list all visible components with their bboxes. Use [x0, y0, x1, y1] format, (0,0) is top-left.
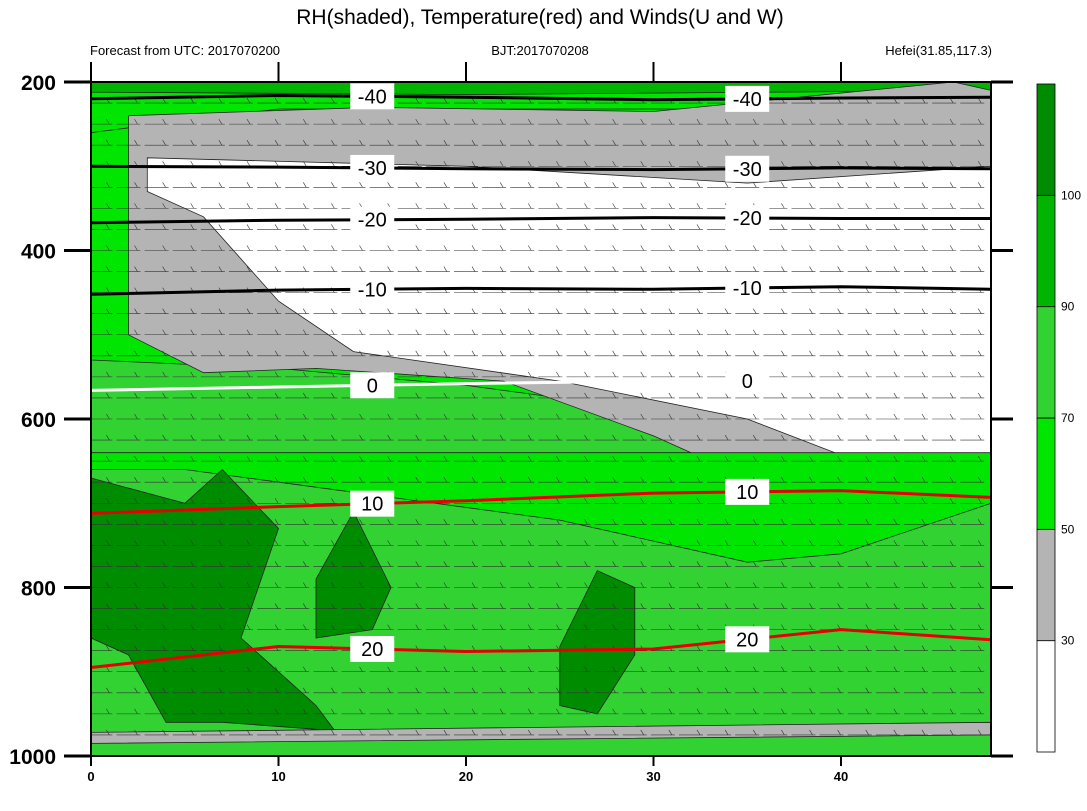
- temp-contour--40: [91, 93, 991, 102]
- temp-label: 20: [725, 626, 770, 653]
- x-tick-label: 10: [271, 769, 285, 784]
- svg-text:-20: -20: [733, 208, 762, 230]
- svg-text:20: 20: [736, 629, 758, 651]
- temp-label: -40: [725, 85, 770, 112]
- bjt-subtitle: BJT:2017070208: [491, 43, 589, 58]
- svg-text:0: 0: [742, 371, 753, 393]
- colorbar-swatch: [1036, 528, 1056, 642]
- colorbar-swatch: [1036, 306, 1056, 419]
- svg-text:20: 20: [361, 639, 383, 661]
- x-tick-label: 20: [459, 769, 473, 784]
- temp-contour--20: [91, 216, 991, 225]
- temp-label: -10: [725, 274, 770, 301]
- colorbar-swatch: [1036, 194, 1056, 308]
- y-tick-label: 1000: [9, 746, 56, 769]
- temp-contour--30: [91, 164, 991, 172]
- colorbar-swatch: [1036, 417, 1056, 530]
- rh-region-surface-moist: [91, 734, 991, 756]
- svg-text:10: 10: [736, 482, 758, 504]
- wind-barbs: [91, 97, 985, 736]
- colorbar-label: 70: [1061, 411, 1075, 425]
- x-tick-label: 40: [834, 769, 848, 784]
- colorbar-swatch: [1036, 83, 1056, 196]
- svg-text:-10: -10: [358, 279, 387, 301]
- temp-contour-20: [91, 628, 991, 669]
- svg-text:0: 0: [367, 375, 378, 397]
- svg-text:-40: -40: [358, 86, 387, 108]
- temp-label: -20: [350, 206, 395, 233]
- temp-label: 10: [350, 490, 395, 517]
- temp-label: -30: [725, 155, 770, 182]
- svg-text:-10: -10: [733, 278, 762, 300]
- temp-label: -40: [350, 83, 395, 110]
- rh-region-moist-cell-3: [559, 570, 636, 715]
- temp-label: -10: [350, 276, 395, 303]
- temp-label: -30: [350, 154, 395, 181]
- svg-text:10: 10: [361, 494, 383, 516]
- svg-text:-30: -30: [358, 158, 387, 180]
- temp-contour-0: [91, 379, 991, 392]
- svg-text:-30: -30: [733, 159, 762, 181]
- y-tick-label: 800: [21, 578, 56, 601]
- colorbar-label: 90: [1061, 300, 1075, 314]
- x-tick-label: 0: [87, 769, 94, 784]
- temp-label: 0: [350, 372, 395, 399]
- svg-text:-20: -20: [358, 210, 387, 232]
- svg-text:-40: -40: [733, 89, 762, 111]
- colorbar-swatch: [1036, 640, 1056, 753]
- colorbar-label: 30: [1061, 634, 1075, 648]
- temp-label: 20: [350, 636, 395, 663]
- chart-title: RH(shaded), Temperature(red) and Winds(U…: [296, 6, 783, 29]
- temp-label: 10: [725, 478, 770, 505]
- temp-contour--10: [91, 285, 991, 296]
- forecast-subtitle: Forecast from UTC: 2017070200: [90, 43, 280, 58]
- y-tick-label: 200: [21, 72, 56, 95]
- y-tick-label: 600: [21, 409, 56, 432]
- colorbar-label: 50: [1061, 522, 1075, 536]
- x-tick-label: 30: [646, 769, 660, 784]
- y-tick-label: 400: [21, 241, 56, 264]
- colorbar-label: 100: [1061, 188, 1081, 202]
- location-subtitle: Hefei(31.85,117.3): [885, 43, 992, 58]
- temp-contour-10: [91, 489, 991, 515]
- rh-region-moist-cell-1: [91, 468, 336, 732]
- temp-label: -20: [725, 205, 770, 232]
- temp-label: 0: [725, 368, 770, 395]
